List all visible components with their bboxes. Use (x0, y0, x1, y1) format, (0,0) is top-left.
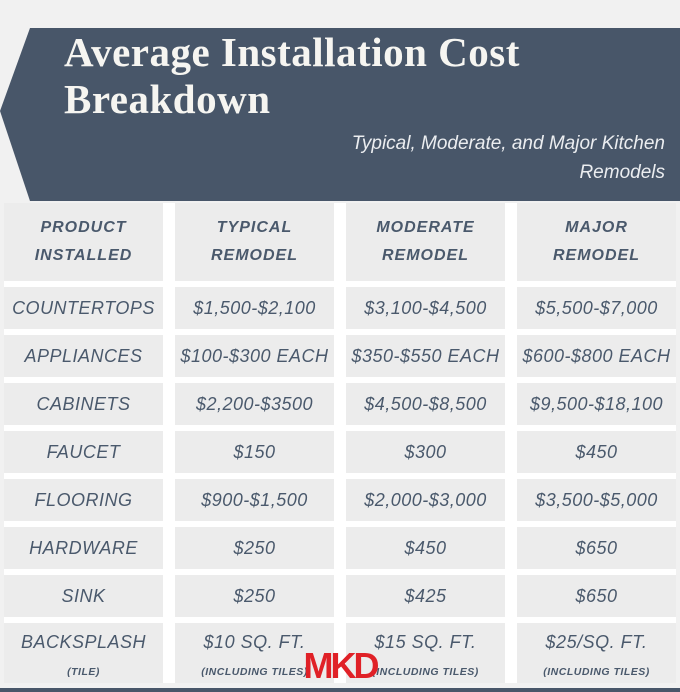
cabinets-moderate-cost: $4,500-$8,500 (346, 383, 505, 425)
countertops-moderate-cost: $3,100-$4,500 (346, 287, 505, 329)
faucet-moderate-cost: $300 (346, 431, 505, 473)
faucet-major-cost: $450 (517, 431, 676, 473)
backsplash-label-note: (TILE) (67, 666, 100, 678)
sink-major-cost: $650 (517, 575, 676, 617)
faucet-typical-cost: $150 (175, 431, 334, 473)
row-label-backsplash: BACKSPLASH (TILE) (4, 623, 163, 683)
flooring-moderate-cost: $2,000-$3,000 (346, 479, 505, 521)
appliances-typical-cost: $100-$300 EACH (175, 335, 334, 377)
row-label-sink: SINK (4, 575, 163, 617)
countertops-typical-cost: $1,500-$2,100 (175, 287, 334, 329)
title-line-2: Breakdown (64, 76, 271, 122)
row-label-faucet: FAUCET (4, 431, 163, 473)
page-subtitle: Typical, Moderate, and Major Kitchen Rem… (352, 129, 665, 187)
backsplash-major-value: $25/SQ. FT. (545, 632, 648, 652)
appliances-major-cost: $600-$800 EACH (517, 335, 676, 377)
backsplash-typical-value: $10 SQ. FT. (203, 632, 306, 652)
appliances-moderate-cost: $350-$550 EACH (346, 335, 505, 377)
hardware-major-cost: $650 (517, 527, 676, 569)
row-label-flooring: FLOORING (4, 479, 163, 521)
countertops-major-cost: $5,500-$7,000 (517, 287, 676, 329)
subtitle-line-1: Typical, Moderate, and Major Kitchen (351, 133, 665, 154)
backsplash-moderate-cost: $15 SQ. FT. (INCLUDING TILES) (346, 623, 505, 683)
row-label-countertops: COUNTERTOPS (4, 287, 163, 329)
row-label-appliances: APPLIANCES (4, 335, 163, 377)
backsplash-moderate-note: (INCLUDING TILES) (372, 666, 479, 678)
header-banner: Average Installation Cost Breakdown Typi… (0, 28, 680, 201)
hardware-typical-cost: $250 (175, 527, 334, 569)
subtitle-line-2: Remodels (579, 162, 665, 183)
backsplash-typical-note: (INCLUDING TILES) (201, 666, 308, 678)
page-title: Average Installation Cost Breakdown (64, 29, 520, 123)
sink-typical-cost: $250 (175, 575, 334, 617)
backsplash-major-note: (INCLUDING TILES) (543, 666, 650, 678)
bottom-accent-bar (0, 688, 680, 692)
cost-breakdown-table: PRODUCT INSTALLED TYPICAL REMODEL MODERA… (4, 203, 676, 683)
backsplash-label: BACKSPLASH (20, 632, 147, 652)
row-label-hardware: HARDWARE (4, 527, 163, 569)
row-label-cabinets: CABINETS (4, 383, 163, 425)
column-header-major-remodel: MAJOR REMODEL (517, 203, 676, 281)
flooring-typical-cost: $900-$1,500 (175, 479, 334, 521)
backsplash-major-cost: $25/SQ. FT. (INCLUDING TILES) (517, 623, 676, 683)
backsplash-typical-cost: $10 SQ. FT. (INCLUDING TILES) (175, 623, 334, 683)
mkd-logo: MKD (303, 645, 380, 686)
cabinets-typical-cost: $2,200-$3500 (175, 383, 334, 425)
column-header-typical-remodel: TYPICAL REMODEL (175, 203, 334, 281)
column-header-product-installed: PRODUCT INSTALLED (4, 203, 163, 281)
cabinets-major-cost: $9,500-$18,100 (517, 383, 676, 425)
title-line-1: Average Installation Cost (64, 29, 520, 75)
column-header-moderate-remodel: MODERATE REMODEL (346, 203, 505, 281)
flooring-major-cost: $3,500-$5,000 (517, 479, 676, 521)
hardware-moderate-cost: $450 (346, 527, 505, 569)
sink-moderate-cost: $425 (346, 575, 505, 617)
backsplash-moderate-value: $15 SQ. FT. (374, 632, 477, 652)
